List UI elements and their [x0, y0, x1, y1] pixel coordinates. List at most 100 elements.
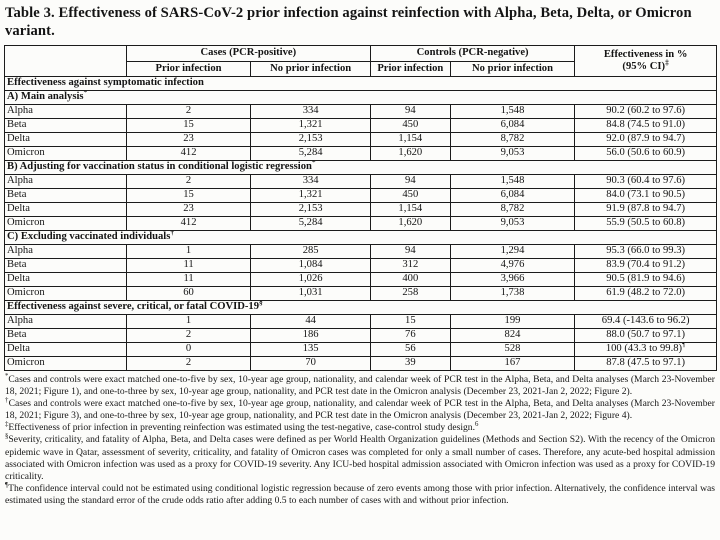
count-cell: 5,284 [250, 145, 371, 161]
count-cell: 9,053 [449, 215, 576, 231]
effectiveness-cell: 87.8 (47.5 to 97.1) [574, 355, 717, 371]
count-cell: 285 [250, 243, 371, 259]
variant-cell: Omicron [4, 145, 127, 161]
table-row: Omicron 60 1,031 258 1,738 61.9 (48.2 to 72.0… [4, 285, 717, 301]
count-cell: 2 [125, 355, 252, 371]
count-cell: 2,153 [250, 131, 371, 147]
count-cell: 199 [449, 313, 576, 329]
footnote-marker: ¶ [5, 481, 9, 489]
footnote-marker: ‡ [5, 421, 9, 429]
table-row: Beta 15 1,321 450 6,084 84.8 (74.5 to 91.0) [4, 117, 717, 133]
variant-cell: Beta [4, 257, 127, 273]
variant-cell: Delta [4, 131, 127, 147]
footnote: §Severity, criticality, and fatality of … [5, 433, 715, 483]
footnote: *Cases and controls were exact matched o… [5, 372, 715, 398]
section-header-row: C) Excluding vaccinated individuals† [4, 229, 717, 245]
effectiveness-header: Effectiveness in % (95% CI)‡ [574, 44, 717, 77]
sub-header-cases-prior: Prior infection [125, 60, 252, 77]
table-row: Beta 15 1,321 450 6,084 84.0 (73.1 to 90.5) [4, 187, 717, 203]
effectiveness-cell: 55.9 (50.5 to 60.8) [574, 215, 717, 231]
table-row: Delta 11 1,026 400 3,966 90.5 (81.9 to 94.6) [4, 271, 717, 287]
count-cell: 2 [125, 103, 252, 119]
count-cell: 23 [125, 131, 252, 147]
count-cell: 0 [125, 341, 252, 357]
effectiveness-cell: 91.9 (87.8 to 94.7) [574, 201, 717, 217]
count-cell: 167 [449, 355, 576, 371]
effectiveness-cell: 95.3 (66.0 to 99.3) [574, 243, 717, 259]
effectiveness-header-line1: Effectiveness in % [603, 48, 688, 60]
table-body: Effectiveness against symptomatic infect… [4, 75, 717, 371]
section-footnote-mark: * [311, 160, 316, 167]
variant-cell: Alpha [4, 103, 127, 119]
count-cell: 3,966 [449, 271, 576, 287]
variant-cell: Omicron [4, 355, 127, 371]
section-title: C) Excluding vaccinated individuals† [4, 229, 717, 245]
count-cell: 60 [125, 285, 252, 301]
count-cell: 2,153 [250, 201, 371, 217]
footnote-marker: § [5, 433, 9, 441]
count-cell: 135 [250, 341, 371, 357]
table-row: Omicron 412 5,284 1,620 9,053 56.0 (50.6 to 6… [4, 145, 717, 161]
count-cell: 1,154 [369, 201, 451, 217]
table-row: Alpha 2 334 94 1,548 90.2 (60.2 to 97.6) [4, 103, 717, 119]
count-cell: 1,294 [449, 243, 576, 259]
effectiveness-cell: 90.3 (60.4 to 97.6) [574, 173, 717, 189]
count-cell: 23 [125, 201, 252, 217]
effectiveness-cell: 90.2 (60.2 to 97.6) [574, 103, 717, 119]
sub-header-cases-noprior: No prior infection [250, 60, 371, 77]
count-cell: 824 [449, 327, 576, 343]
count-cell: 11 [125, 257, 252, 273]
count-cell: 9,053 [449, 145, 576, 161]
table-row: Alpha 2 334 94 1,548 90.3 (60.4 to 97.6) [4, 173, 717, 189]
group-header-row: Cases (PCR-positive) Controls (PCR-negat… [4, 44, 717, 77]
footnote: ‡Effectiveness of prior infection in pre… [5, 421, 715, 434]
count-cell: 8,782 [449, 201, 576, 217]
count-cell: 1,620 [369, 215, 451, 231]
variant-cell: Delta [4, 201, 127, 217]
variant-cell: Omicron [4, 215, 127, 231]
table-row: Delta 0 135 56 528 100 (43.3 to 99.8)¶ [4, 341, 717, 357]
section-header-row: Effectiveness against symptomatic infect… [4, 75, 717, 91]
effectiveness-cell: 84.8 (74.5 to 91.0) [574, 117, 717, 133]
count-cell: 1,084 [250, 257, 371, 273]
count-cell: 39 [369, 355, 451, 371]
footnote-marker: † [5, 396, 9, 404]
paper-page: Table 3. Effectiveness of SARS-CoV-2 pri… [4, 5, 717, 506]
variant-cell: Alpha [4, 243, 127, 259]
effectiveness-cell: 84.0 (73.1 to 90.5) [574, 187, 717, 203]
variant-cell: Omicron [4, 285, 127, 301]
section-footnote-mark: † [170, 230, 175, 237]
count-cell: 11 [125, 271, 252, 287]
table-title: Table 3. Effectiveness of SARS-CoV-2 pri… [5, 5, 692, 39]
table-row: Delta 23 2,153 1,154 8,782 91.9 (87.8 to 94.7… [4, 201, 717, 217]
sub-header-controls-noprior: No prior infection [449, 60, 576, 77]
count-cell: 1,154 [369, 131, 451, 147]
sub-header-row: Prior infection No prior infection Prior… [5, 60, 717, 77]
count-cell: 15 [369, 313, 451, 329]
variant-cell: Delta [4, 271, 127, 287]
section-title: Effectiveness against symptomatic infect… [4, 75, 717, 91]
effectiveness-cell: 92.0 (87.9 to 94.7) [574, 131, 717, 147]
table-row: Omicron 2 70 39 167 87.8 (47.5 to 97.1) [4, 355, 717, 371]
sub-header-controls-prior: Prior infection [369, 60, 451, 77]
effectiveness-cell: 56.0 (50.6 to 60.9) [574, 145, 717, 161]
count-cell: 1 [125, 313, 252, 329]
count-cell: 94 [369, 173, 451, 189]
table-row: Alpha 1 44 15 199 69.4 (-143.6 to 96.2) [4, 313, 717, 329]
footnote-text: Effectiveness of prior infection in prev… [8, 422, 475, 434]
table-row: Alpha 1 285 94 1,294 95.3 (66.0 to 99.3) [4, 243, 717, 259]
count-cell: 1 [125, 243, 252, 259]
section-header-row: A) Main analysis* [4, 89, 717, 105]
footnote-marker: * [5, 372, 9, 380]
count-cell: 8,782 [449, 131, 576, 147]
count-cell: 4,976 [449, 257, 576, 273]
variant-cell: Beta [4, 327, 127, 343]
footnote-text: Cases and controls were exact matched on… [5, 397, 715, 422]
effectiveness-cell: 100 (43.3 to 99.8)¶ [574, 341, 717, 357]
count-cell: 312 [369, 257, 451, 273]
count-cell: 94 [369, 103, 451, 119]
section-footnote-mark: * [83, 90, 88, 97]
count-cell: 2 [125, 173, 252, 189]
count-cell: 44 [250, 313, 371, 329]
count-cell: 6,084 [449, 117, 576, 133]
